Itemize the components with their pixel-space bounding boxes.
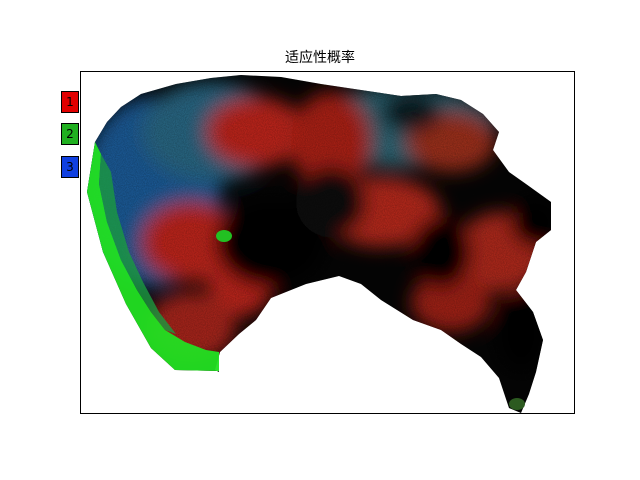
legend-item-1: 1 [61, 91, 79, 113]
legend-item-3: 3 [61, 156, 79, 178]
suitability-map [87, 75, 551, 413]
map-title: 适应性概率 [285, 50, 355, 66]
map-frame [80, 71, 575, 414]
legend-item-2: 2 [61, 123, 79, 145]
